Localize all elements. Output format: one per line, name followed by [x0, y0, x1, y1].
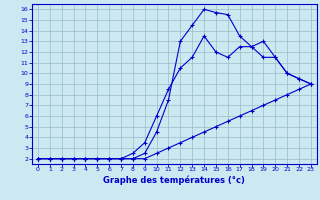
X-axis label: Graphe des températures (°c): Graphe des températures (°c) [103, 175, 245, 185]
